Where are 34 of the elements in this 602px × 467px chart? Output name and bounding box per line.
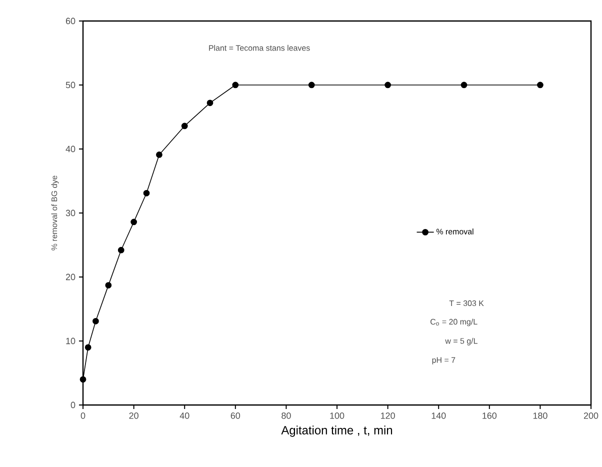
point (130, 218, 137, 226)
x-tick-label: 180 (533, 412, 548, 419)
y-tick-label: 10 (66, 338, 76, 344)
point (181, 122, 188, 130)
x-tick-label: 160 (482, 412, 497, 419)
y-tick-label: 40 (66, 146, 76, 152)
y-tick-label: 60 (66, 18, 76, 24)
x-tick-label: 80 (282, 412, 291, 419)
x-tick-label: 20 (129, 412, 138, 419)
point (537, 82, 544, 88)
y-tick-label: 30 (66, 210, 76, 216)
point (232, 82, 239, 88)
y-tick-label: 20 (66, 274, 76, 280)
point (80, 376, 86, 383)
x-tick-label: 120 (381, 412, 395, 419)
x-tick-label: 60 (230, 412, 240, 419)
x-tick-label: 140 (432, 412, 446, 419)
x-tick-label: 40 (180, 412, 190, 419)
x-tick-label: 200 (584, 412, 598, 419)
y-tick-label: 50 (66, 82, 76, 88)
point (460, 82, 468, 88)
x-tick-label: 100 (330, 412, 344, 419)
point (92, 318, 99, 324)
point (143, 190, 150, 196)
point (308, 82, 315, 88)
point (384, 82, 391, 88)
point (118, 246, 124, 254)
point (206, 100, 214, 106)
point (105, 282, 112, 288)
point (156, 152, 162, 158)
x-tick-label: 0 (80, 412, 86, 419)
y-tick-label: 0 (70, 402, 76, 408)
x-axis-title: Agitation time , t, min (281, 426, 392, 437)
point (84, 344, 92, 351)
